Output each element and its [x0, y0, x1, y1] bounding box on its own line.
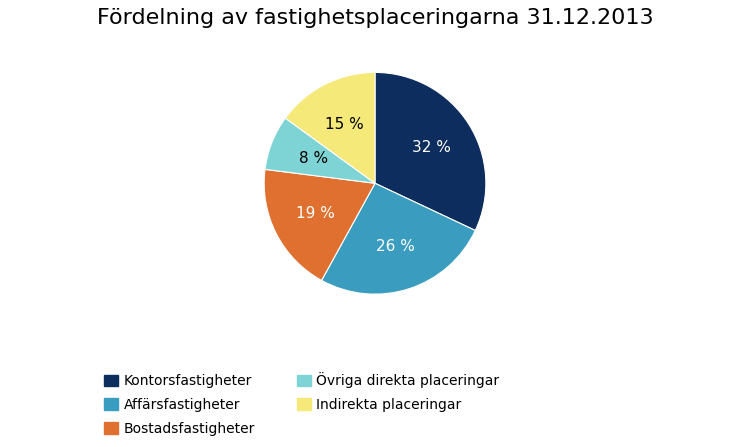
Wedge shape: [265, 118, 375, 183]
Text: 19 %: 19 %: [296, 206, 335, 221]
Text: 26 %: 26 %: [376, 239, 415, 254]
Wedge shape: [375, 72, 486, 231]
Wedge shape: [285, 72, 375, 183]
Text: 8 %: 8 %: [298, 151, 328, 166]
Wedge shape: [264, 169, 375, 280]
Legend: Kontorsfastigheter, Affärsfastigheter, Bostadsfastigheter, Övriga direkta placer: Kontorsfastigheter, Affärsfastigheter, B…: [104, 372, 500, 435]
Title: Fördelning av fastighetsplaceringarna 31.12.2013: Fördelning av fastighetsplaceringarna 31…: [97, 8, 653, 28]
Text: 15 %: 15 %: [326, 117, 364, 131]
Wedge shape: [322, 183, 476, 294]
Text: 32 %: 32 %: [412, 140, 451, 155]
